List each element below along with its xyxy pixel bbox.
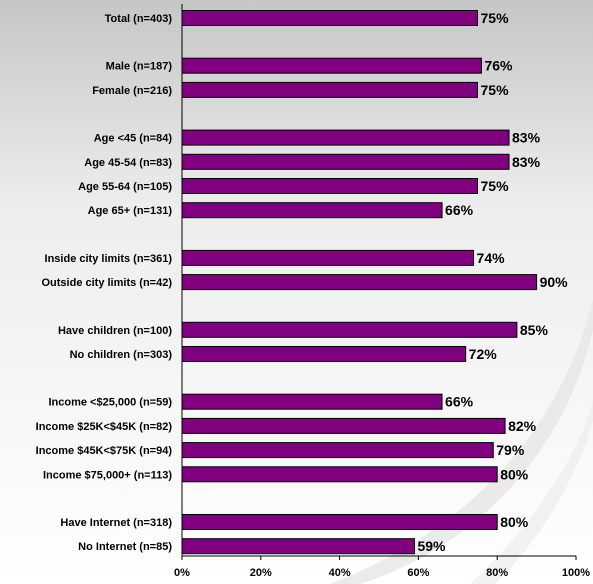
bar	[181, 153, 510, 170]
category-label: Age <45 (n=84)	[94, 133, 173, 145]
bar	[181, 57, 482, 74]
value-label: 72%	[469, 346, 498, 362]
value-label: 83%	[512, 130, 541, 146]
bar	[181, 442, 494, 459]
category-label: Income $45K<$75K (n=94)	[36, 445, 173, 457]
category-label: No Internet (n=85)	[78, 541, 172, 553]
bar	[181, 393, 443, 410]
value-label: 79%	[496, 442, 525, 458]
category-label: Female (n=216)	[92, 85, 172, 97]
bar	[181, 202, 443, 219]
category-label: Income $25K<$45K (n=82)	[36, 421, 173, 433]
value-label: 66%	[445, 202, 474, 218]
bar	[181, 129, 510, 146]
bar	[181, 417, 506, 434]
bar	[181, 466, 498, 483]
bar	[181, 10, 478, 26]
category-label: Total (n=403)	[105, 13, 173, 25]
bar	[181, 346, 467, 362]
x-tick-label: 0%	[174, 567, 190, 579]
value-label: 75%	[481, 178, 510, 194]
bar	[181, 249, 475, 266]
bar	[181, 538, 415, 555]
value-label: 59%	[417, 538, 446, 554]
category-label: Income <$25,000 (n=59)	[48, 397, 172, 409]
category-label: Income $75,000+ (n=113)	[43, 469, 172, 481]
bar	[181, 321, 518, 338]
x-tick-label: 20%	[250, 567, 272, 579]
bar	[181, 81, 478, 98]
category-label: Inside city limits (n=361)	[45, 253, 173, 265]
value-label: 66%	[445, 394, 474, 410]
category-label: Age 55-64 (n=105)	[78, 181, 172, 193]
x-tick-label: 80%	[486, 567, 508, 579]
value-label: 75%	[481, 10, 510, 26]
category-label: Male (n=187)	[106, 61, 173, 73]
value-label: 76%	[484, 58, 513, 74]
value-label: 90%	[540, 274, 569, 290]
x-tick-label: 40%	[329, 567, 351, 579]
category-label: Age 65+ (n=131)	[88, 205, 173, 217]
value-label: 75%	[481, 82, 510, 98]
x-tick-label: 60%	[407, 567, 429, 579]
value-label: 80%	[500, 466, 529, 482]
category-label: Have children (n=100)	[58, 325, 172, 337]
x-tick-label: 100%	[562, 567, 590, 579]
value-label: 80%	[500, 514, 529, 530]
value-label: 74%	[477, 250, 506, 266]
bar	[181, 514, 498, 530]
category-label: Have Internet (n=318)	[60, 517, 172, 529]
category-label: Age 45-54 (n=83)	[84, 157, 172, 169]
category-label: No children (n=303)	[70, 349, 173, 361]
category-label: Outside city limits (n=42)	[41, 277, 172, 289]
value-label: 83%	[512, 154, 541, 170]
bar	[181, 274, 538, 291]
bar	[181, 178, 478, 194]
value-label: 82%	[508, 418, 537, 434]
value-label: 85%	[520, 322, 549, 338]
